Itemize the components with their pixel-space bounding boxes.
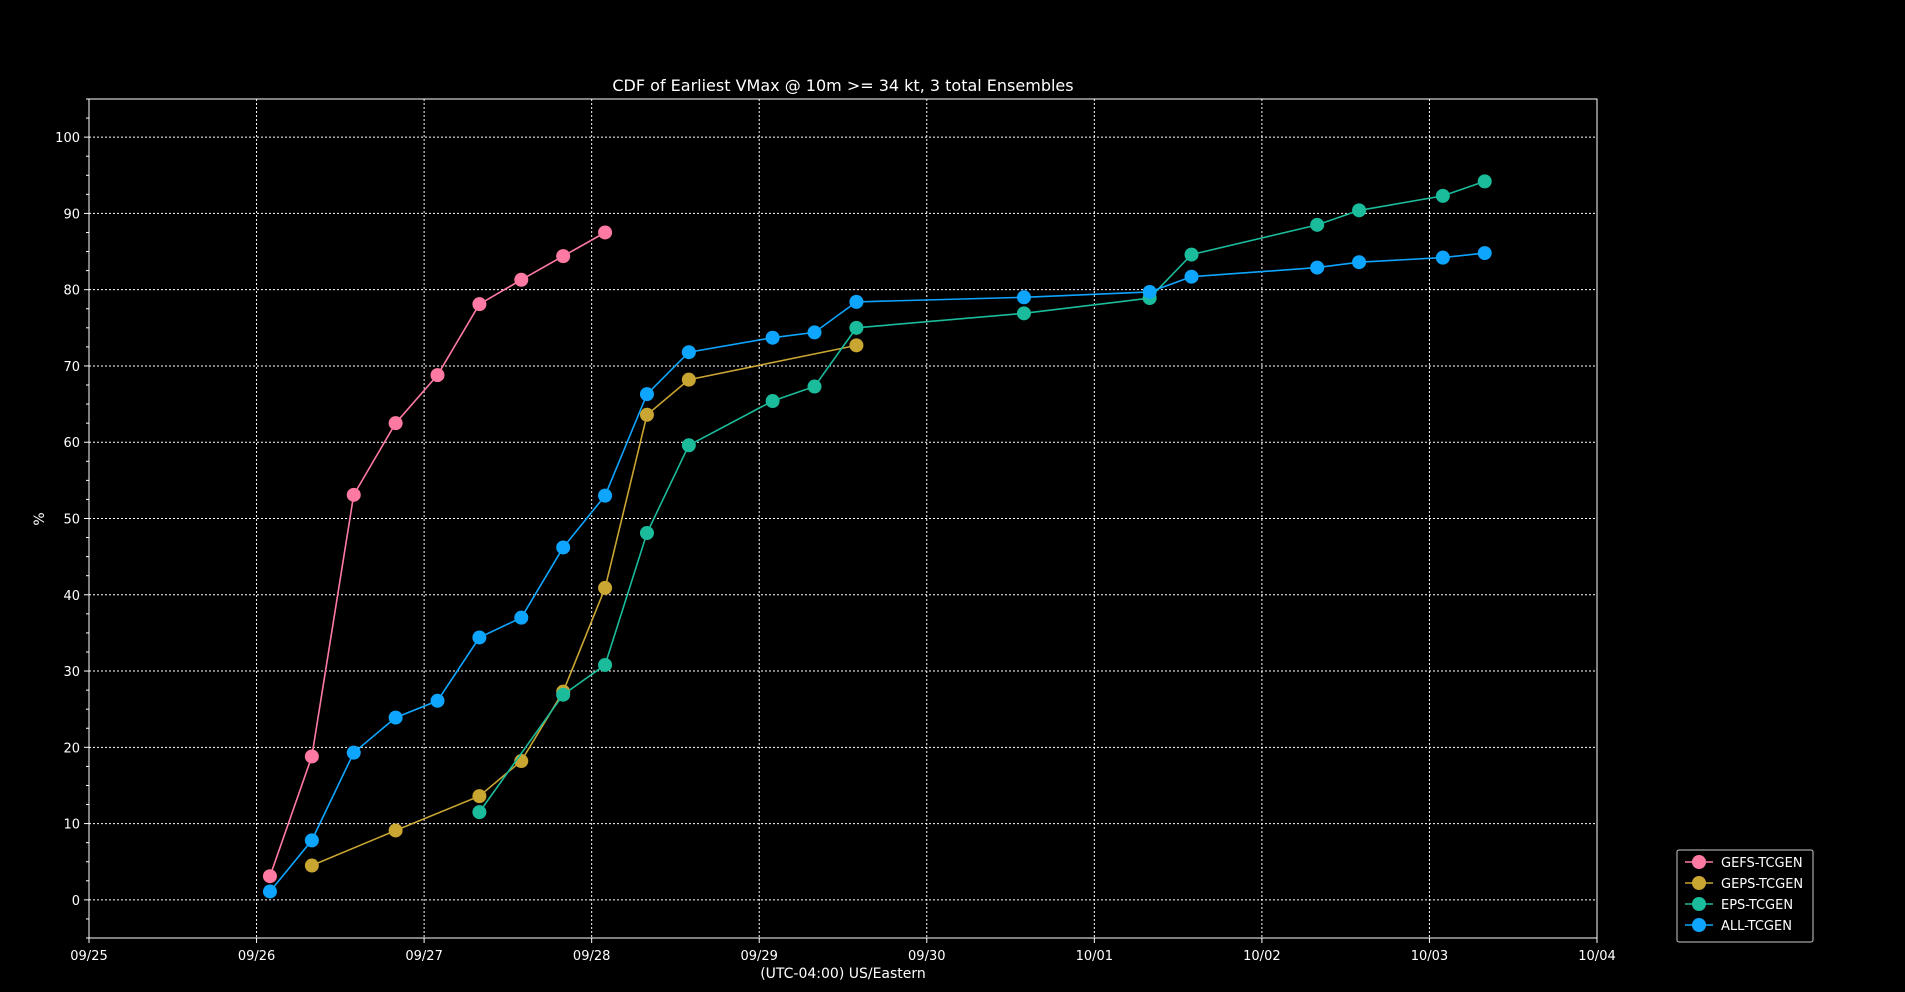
y-tick-label: 80 xyxy=(63,284,80,299)
data-point xyxy=(1310,260,1325,275)
data-point xyxy=(388,710,403,725)
y-axis-label: % xyxy=(32,512,48,525)
data-point xyxy=(514,272,529,287)
series-layer xyxy=(262,174,1492,899)
data-point xyxy=(472,789,487,804)
data-point xyxy=(598,580,613,595)
legend-item: ALL-TCGEN xyxy=(1685,918,1792,934)
y-axis: 0 10 20 30 40 50 60 70 80 90 100 xyxy=(55,98,89,939)
chart-title: CDF of Earliest VMax @ 10m >= 34 kt, 3 t… xyxy=(612,76,1073,95)
x-tick-label: 09/28 xyxy=(573,949,610,964)
legend-item: GEFS-TCGEN xyxy=(1685,855,1803,871)
y-tick-label: 90 xyxy=(63,207,80,222)
data-point xyxy=(765,330,780,345)
data-point xyxy=(639,387,654,402)
x-axis: 09/25 09/26 09/27 09/28 09/29 09/30 10/01 10/02… xyxy=(70,938,1616,964)
data-point xyxy=(556,540,571,555)
legend-label: GEFS-TCGEN xyxy=(1721,856,1803,871)
data-point xyxy=(1477,246,1492,261)
legend: GEFS-TCGEN GEPS-TCGEN EPS-TCGEN ALL-TCGEN xyxy=(1676,849,1814,943)
legend-marker xyxy=(1692,918,1706,932)
data-point xyxy=(514,610,529,625)
data-point xyxy=(304,833,319,848)
legend-item: GEPS-TCGEN xyxy=(1685,876,1803,892)
x-tick-label: 10/02 xyxy=(1243,949,1280,964)
data-point xyxy=(472,297,487,312)
y-tick-label: 50 xyxy=(63,513,80,528)
data-point xyxy=(346,745,361,760)
x-tick-label: 10/01 xyxy=(1076,949,1113,964)
data-point xyxy=(1142,284,1157,299)
legend-marker xyxy=(1692,897,1706,911)
data-point xyxy=(1016,290,1031,305)
data-point xyxy=(1184,247,1199,262)
data-point xyxy=(388,823,403,838)
data-point xyxy=(1435,250,1450,265)
y-tick-label: 20 xyxy=(63,741,80,756)
y-tick-label: 10 xyxy=(63,818,80,833)
data-point xyxy=(304,858,319,873)
data-point xyxy=(681,372,696,387)
data-point xyxy=(598,225,613,240)
y-tick-label: 0 xyxy=(72,894,80,909)
x-tick-label: 09/26 xyxy=(238,949,275,964)
legend-marker xyxy=(1692,855,1706,869)
data-point xyxy=(807,379,822,394)
x-tick-label: 09/29 xyxy=(740,949,777,964)
y-tick-label: 70 xyxy=(63,360,80,375)
data-point xyxy=(346,487,361,502)
y-tick-label: 40 xyxy=(63,589,80,604)
data-point xyxy=(430,693,445,708)
x-tick-label: 09/27 xyxy=(405,949,442,964)
y-tick-label: 100 xyxy=(55,131,80,146)
data-point xyxy=(598,657,613,672)
x-axis-label: (UTC-04:00) US/Eastern xyxy=(760,966,926,982)
y-tick-label: 30 xyxy=(63,665,80,680)
data-point xyxy=(262,884,277,899)
y-tick-label: 60 xyxy=(63,436,80,451)
data-point xyxy=(681,438,696,453)
data-point xyxy=(1352,255,1367,270)
data-point xyxy=(472,805,487,820)
data-point xyxy=(849,294,864,309)
data-point xyxy=(807,325,822,340)
series-all-tcgen xyxy=(262,246,1492,899)
data-point xyxy=(556,249,571,264)
data-point xyxy=(639,525,654,540)
legend-label: EPS-TCGEN xyxy=(1721,898,1793,913)
x-tick-label: 10/04 xyxy=(1578,949,1615,964)
data-point xyxy=(1184,269,1199,284)
legend-item: EPS-TCGEN xyxy=(1685,897,1793,913)
data-point xyxy=(430,368,445,383)
data-point xyxy=(1477,174,1492,189)
data-point xyxy=(1352,203,1367,218)
data-point xyxy=(765,394,780,409)
data-point xyxy=(1435,188,1450,203)
data-point xyxy=(681,345,696,360)
data-point xyxy=(556,687,571,702)
x-tick-label: 09/25 xyxy=(70,949,107,964)
series-gefs-tcgen xyxy=(262,225,613,884)
data-point xyxy=(304,749,319,764)
x-tick-label: 09/30 xyxy=(908,949,945,964)
data-point xyxy=(1016,306,1031,321)
data-point xyxy=(1310,217,1325,232)
grid xyxy=(89,99,1597,938)
legend-box xyxy=(1676,849,1814,943)
data-point xyxy=(849,338,864,353)
legend-marker xyxy=(1692,876,1706,890)
legend-label: GEPS-TCGEN xyxy=(1721,877,1803,892)
data-point xyxy=(472,630,487,645)
data-point xyxy=(849,320,864,335)
data-point xyxy=(262,869,277,884)
x-tick-label: 10/03 xyxy=(1411,949,1448,964)
data-point xyxy=(388,416,403,431)
legend-label: ALL-TCGEN xyxy=(1721,919,1792,934)
data-point xyxy=(639,407,654,422)
data-point xyxy=(598,488,613,503)
